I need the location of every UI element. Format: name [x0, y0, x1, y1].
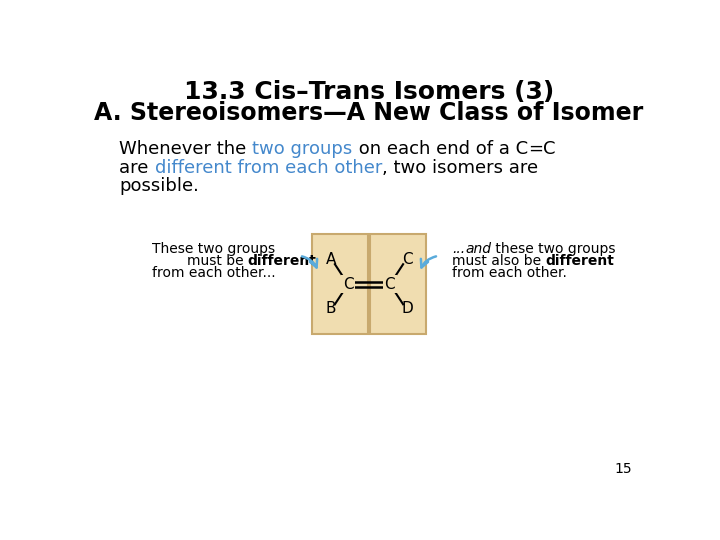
Text: are: are [120, 159, 155, 177]
Bar [312, 234, 368, 334]
Text: D: D [401, 301, 413, 316]
Bar [370, 234, 426, 334]
Text: different: different [546, 254, 614, 268]
Text: B: B [325, 301, 336, 316]
Text: different from each other: different from each other [155, 159, 382, 177]
Text: and: and [465, 242, 491, 256]
Text: 15: 15 [615, 462, 632, 476]
Text: from each other...: from each other... [152, 266, 276, 280]
Text: possible.: possible. [120, 178, 199, 195]
Text: C: C [402, 252, 413, 267]
Text: , two isomers are: , two isomers are [382, 159, 538, 177]
Text: ...: ... [452, 242, 465, 256]
Text: 13.3 Cis–Trans Isomers (3): 13.3 Cis–Trans Isomers (3) [184, 80, 554, 104]
FancyArrowPatch shape [302, 256, 317, 267]
Text: C: C [384, 276, 395, 292]
Text: =C: =C [528, 140, 555, 159]
Text: from each other.: from each other. [452, 266, 567, 280]
Text: These two groups: These two groups [153, 242, 276, 256]
Text: on each end of a C: on each end of a C [353, 140, 528, 159]
Text: must also be: must also be [452, 254, 546, 268]
Text: two groups: two groups [253, 140, 353, 159]
Text: A. Stereoisomers—A New Class of Isomer: A. Stereoisomers—A New Class of Isomer [94, 102, 644, 125]
Text: these two groups: these two groups [491, 242, 616, 256]
FancyArrowPatch shape [421, 256, 436, 267]
Text: A: A [326, 252, 336, 267]
Text: Whenever the: Whenever the [120, 140, 253, 159]
Text: different: different [248, 254, 317, 268]
Text: C: C [343, 276, 354, 292]
Text: must be: must be [187, 254, 248, 268]
